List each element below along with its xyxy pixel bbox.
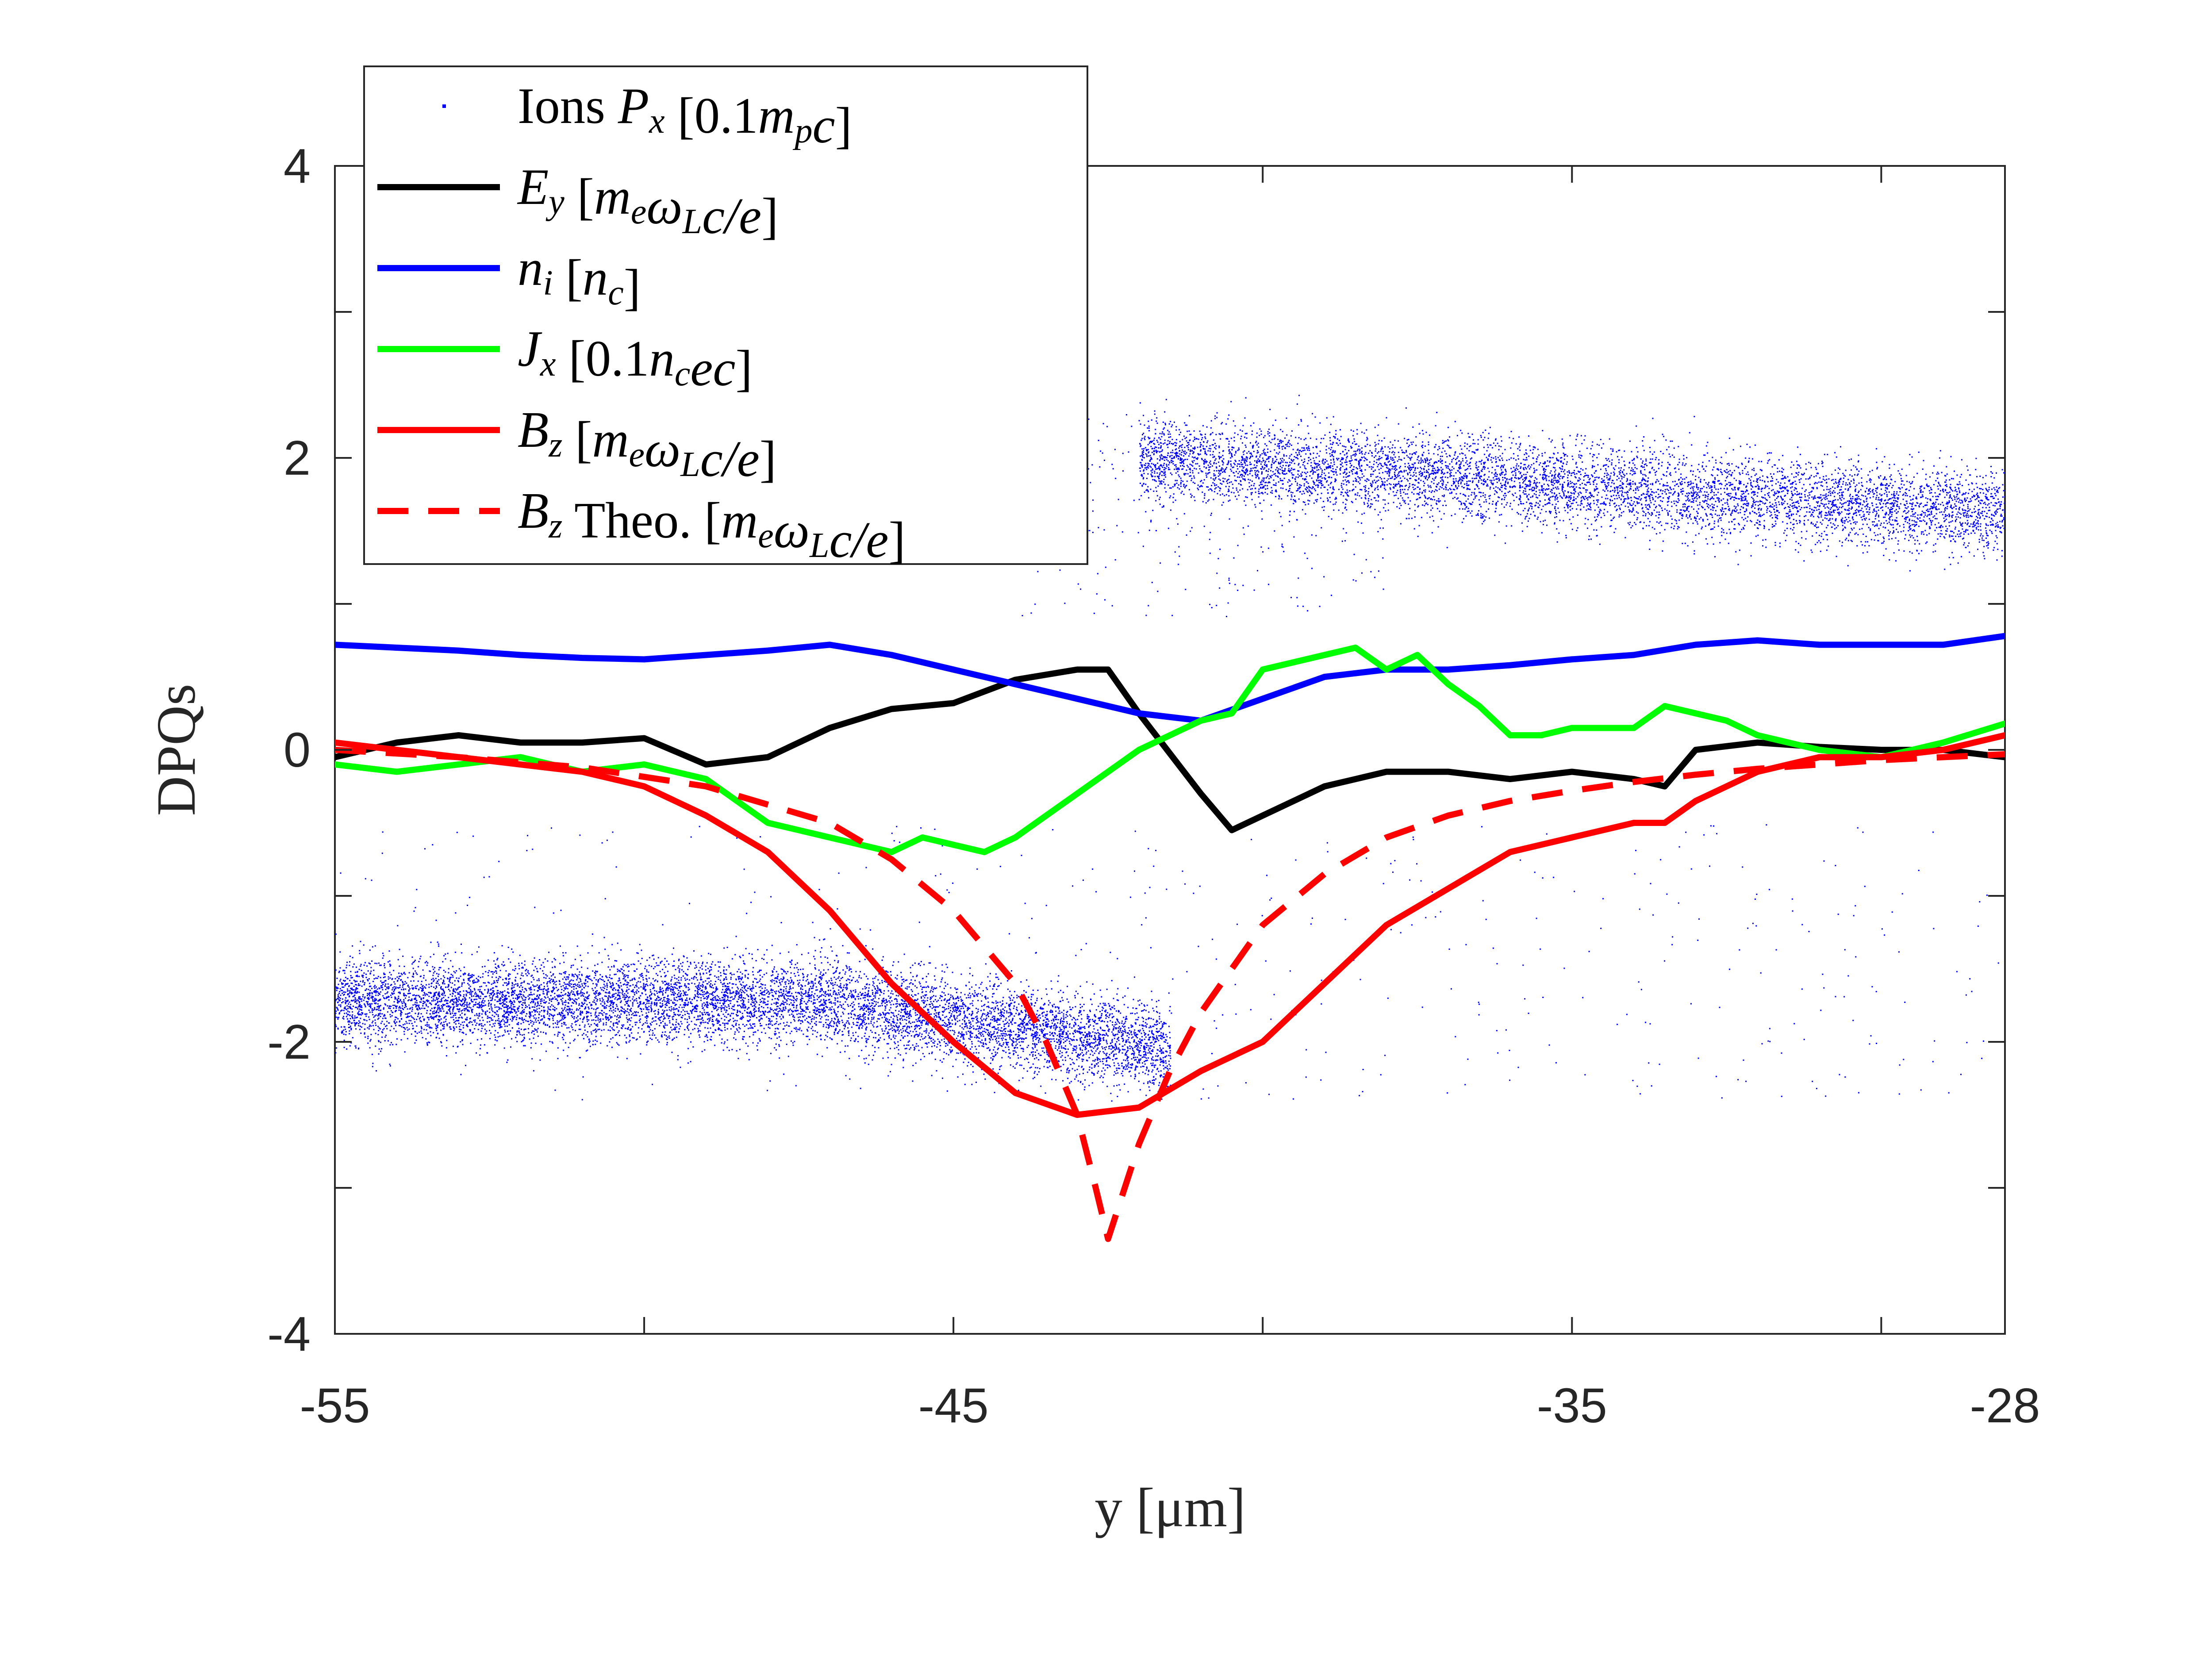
x-tick-label: -45 [918, 1379, 989, 1433]
legend-label-bz_theo: Bz Theo. [meωLc/e] [518, 483, 906, 568]
legend-label-jx: Jx [0.1ncec] [518, 321, 753, 396]
y-tick-label: 4 [284, 139, 311, 193]
series-line-bz [335, 732, 2005, 1118]
legend-label-bz: Bz [meωLc/e] [518, 402, 776, 487]
x-tick-label: -55 [300, 1379, 370, 1433]
x-tick-label: -35 [1537, 1379, 1607, 1433]
y-tick-label: -4 [267, 1307, 311, 1361]
series-layer [335, 633, 2005, 1242]
legend-label-ni: ni [nc] [518, 240, 641, 315]
y-tick-label: -2 [267, 1015, 311, 1069]
x-tick-label: -28 [1970, 1379, 2040, 1433]
legend-marker-ions [442, 104, 446, 108]
legend-label-ions: Ions Px [0.1mpc] [518, 78, 852, 154]
legend-label-ey: Ey [meωLc/e] [517, 159, 778, 244]
y-tick-label: 0 [284, 723, 311, 777]
y-axis-label: DPQs [146, 684, 207, 816]
y-tick-label: 2 [284, 431, 311, 485]
legend: Ions Px [0.1mpc]Ey [meωLc/e]ni [nc]Jx [0… [363, 65, 1088, 568]
axis-ticks: -55 -45 -35 -28 -4 -2 0 2 4 [267, 139, 2040, 1433]
series-line-bz_theo [335, 747, 2005, 1242]
series-line-ey [335, 666, 2005, 833]
series-line-ni [335, 633, 2005, 724]
legend-box [363, 65, 1088, 565]
series-line-jx [335, 645, 2005, 855]
x-axis-label: y [μm] [1094, 1478, 1245, 1539]
